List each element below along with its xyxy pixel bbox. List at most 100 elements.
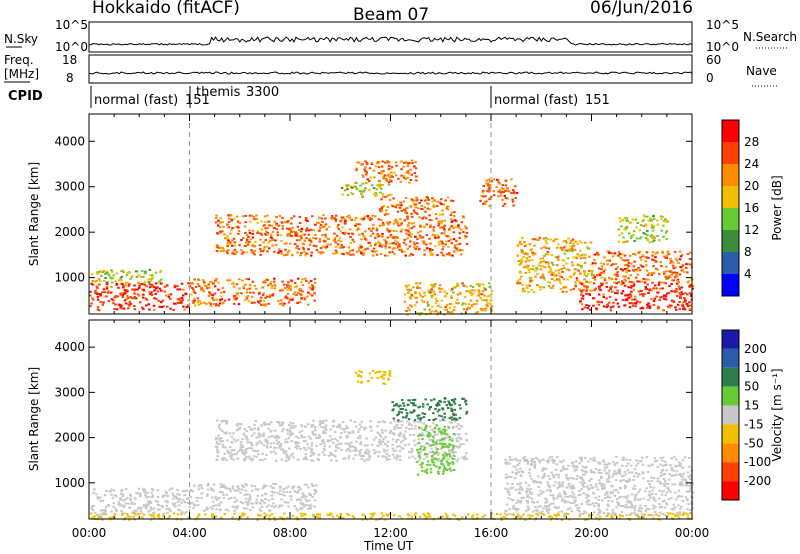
data-cell (196, 504, 200, 506)
data-cell (287, 458, 291, 461)
data-cell (417, 438, 420, 441)
data-cell (238, 278, 241, 281)
data-cell (145, 496, 148, 499)
data-cell (660, 218, 663, 221)
data-cell (405, 212, 409, 215)
data-cell (257, 433, 260, 436)
data-cell (425, 468, 429, 471)
data-cell (670, 474, 674, 477)
data-cell (427, 289, 430, 292)
data-cell (102, 270, 105, 273)
data-cell (304, 448, 308, 451)
data-cell (539, 288, 542, 291)
data-cell (250, 444, 254, 447)
data-cell (96, 306, 100, 309)
data-cell (662, 297, 666, 300)
data-cell (550, 471, 553, 474)
data-cell (289, 228, 293, 231)
data-cell (359, 250, 363, 253)
data-cell (575, 277, 579, 279)
data-cell (437, 236, 440, 239)
data-cell (435, 451, 438, 454)
data-cell (523, 460, 527, 462)
data-cell (615, 498, 619, 501)
data-cell (423, 291, 426, 294)
data-cell (180, 301, 183, 304)
data-cell (546, 253, 550, 256)
data-cell (624, 264, 627, 267)
data-cell (516, 279, 519, 282)
data-cell (97, 514, 100, 517)
data-cell (650, 514, 654, 517)
data-cell (160, 306, 164, 308)
data-cell (318, 240, 321, 243)
data-cell (290, 424, 294, 427)
data-cell (360, 252, 363, 255)
data-cell (303, 440, 306, 442)
data-cell (381, 233, 384, 235)
data-cell (242, 485, 245, 488)
data-cell (598, 462, 602, 465)
data-cell (564, 513, 567, 516)
data-cell (140, 511, 143, 514)
data-cell (173, 284, 176, 287)
data-cell (402, 404, 406, 407)
data-cell (600, 485, 604, 487)
data-cell (418, 313, 421, 316)
data-cell (359, 448, 363, 451)
data-cell (148, 291, 151, 294)
data-cell (411, 199, 414, 202)
data-cell (545, 506, 548, 509)
data-cell (399, 426, 402, 429)
data-cell (681, 293, 684, 296)
data-cell (594, 496, 597, 499)
data-cell (618, 486, 622, 489)
data-cell (368, 217, 371, 219)
data-cell (623, 484, 627, 487)
data-cell (686, 305, 690, 308)
data-cell (641, 307, 645, 310)
data-cell (264, 296, 267, 299)
data-cell (398, 243, 401, 246)
data-cell (580, 456, 583, 459)
data-cell (514, 488, 518, 491)
data-cell (542, 286, 545, 289)
data-cell (574, 504, 578, 507)
data-cell (101, 499, 105, 502)
data-cell (243, 225, 247, 228)
data-cell (554, 481, 557, 484)
data-cell (216, 449, 219, 452)
data-cell (125, 274, 129, 277)
data-cell (678, 511, 682, 514)
data-cell (662, 281, 665, 284)
data-cell (371, 514, 375, 517)
data-cell (275, 434, 279, 437)
data-cell (335, 426, 339, 428)
data-cell (152, 514, 156, 517)
data-cell (569, 247, 572, 250)
data-cell (436, 470, 440, 473)
data-cell (301, 496, 304, 499)
data-cell (448, 462, 452, 465)
data-cell (544, 253, 548, 256)
data-cell (610, 264, 613, 267)
data-cell (237, 230, 241, 232)
data-cell (217, 219, 220, 222)
data-cell (180, 282, 184, 285)
data-cell (442, 203, 445, 206)
data-cell (653, 259, 656, 262)
data-cell (91, 509, 95, 512)
data-cell (508, 512, 511, 515)
data-cell (341, 428, 344, 431)
data-cell (438, 430, 441, 433)
data-cell (604, 496, 607, 499)
data-cell (569, 242, 572, 244)
data-cell (224, 446, 227, 449)
data-cell (632, 302, 635, 305)
data-cell (386, 254, 389, 257)
data-cell (218, 491, 222, 494)
data-cell (632, 265, 636, 268)
data-cell (622, 495, 626, 498)
data-cell (510, 498, 513, 501)
data-cell (337, 223, 340, 226)
